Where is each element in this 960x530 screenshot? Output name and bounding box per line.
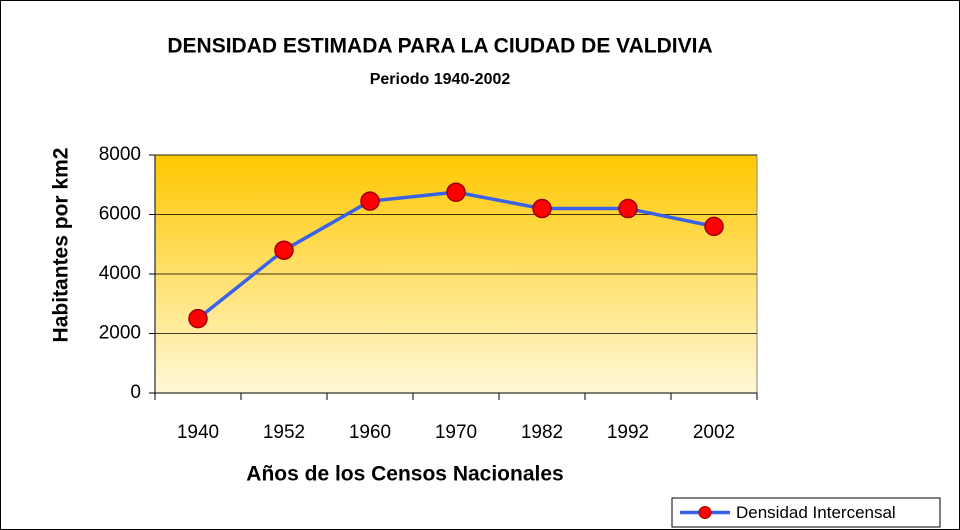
legend-marker	[698, 506, 712, 519]
y-tick-label: 4000	[99, 263, 141, 284]
x-axis-label: Años de los Censos Nacionales	[246, 463, 563, 486]
y-axis-label: Habitantes por km2	[50, 148, 73, 343]
y-tick-label: 8000	[99, 144, 141, 165]
data-point	[188, 308, 208, 329]
x-tick-label: 2002	[693, 422, 735, 443]
data-point	[704, 216, 724, 237]
y-tick-label: 0	[130, 382, 141, 403]
x-tick-label: 1970	[435, 422, 477, 443]
chart-title: DENSIDAD ESTIMADA PARA LA CIUDAD DE VALD…	[167, 35, 712, 58]
x-tick-label: 1960	[349, 422, 391, 443]
x-tick-label: 1940	[177, 422, 219, 443]
x-tick-label: 1982	[521, 422, 563, 443]
x-tick-label: 1952	[263, 422, 305, 443]
data-point	[274, 240, 294, 260]
data-point	[618, 198, 638, 219]
y-tick-label: 2000	[99, 323, 141, 344]
data-point	[360, 191, 380, 211]
chart-subtitle: Periodo 1940-2002	[370, 71, 511, 88]
data-point	[446, 182, 466, 202]
legend-label: Densidad Intercensal	[736, 503, 896, 522]
y-tick-label: 6000	[99, 204, 141, 225]
x-tick-label: 1992	[607, 422, 649, 443]
data-point	[532, 198, 552, 219]
